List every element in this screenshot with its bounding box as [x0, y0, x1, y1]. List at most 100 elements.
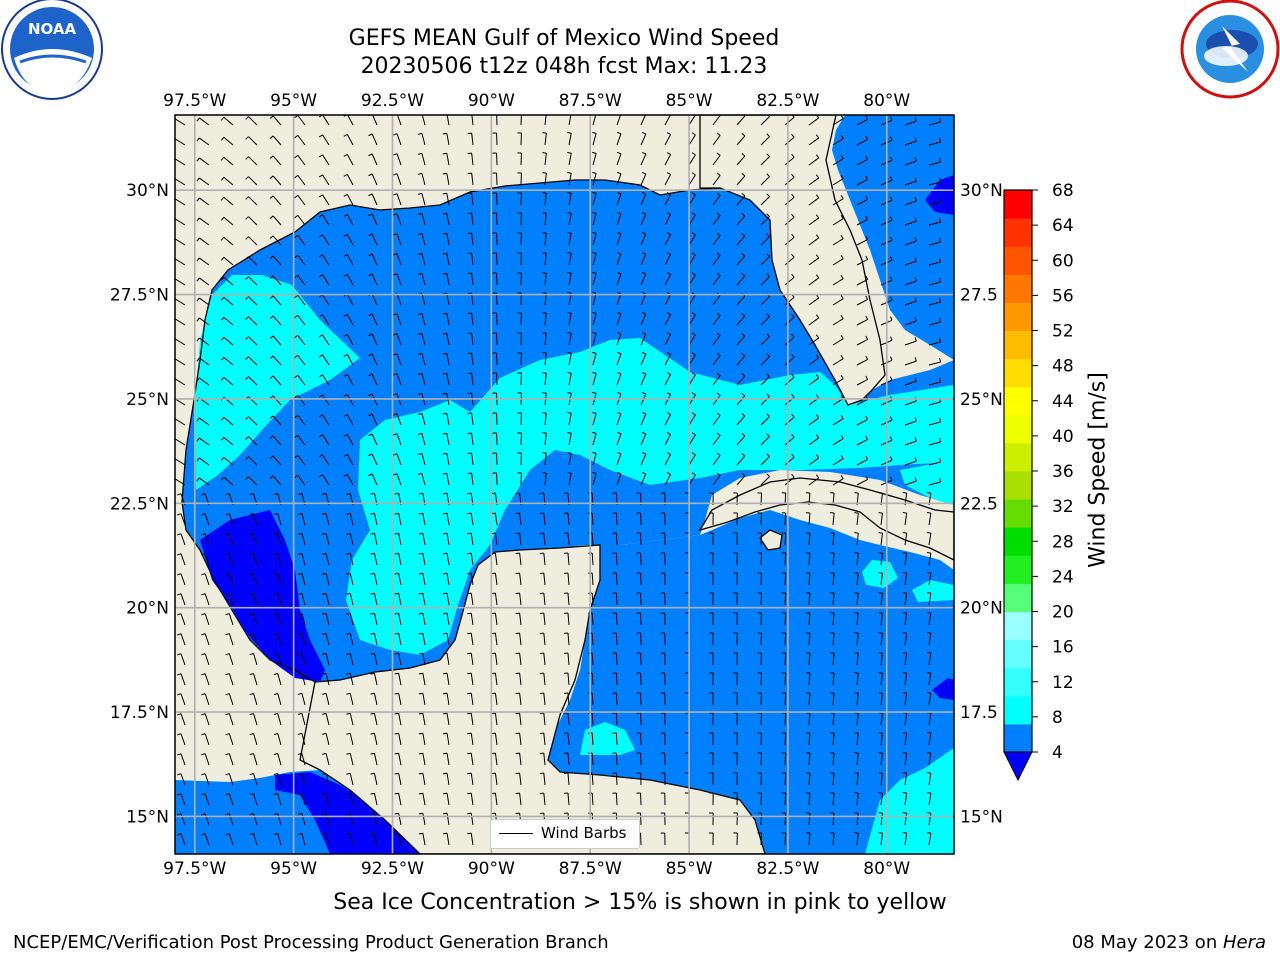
wind-barb-flag [467, 552, 472, 555]
wind-barb-staff [349, 793, 354, 806]
wind-barb-staff [373, 613, 378, 626]
lon-label-top: 95°W [270, 91, 317, 111]
colorbar-segment [1004, 583, 1032, 612]
wind-barb-staff [688, 115, 696, 126]
wind-barb-staff [446, 473, 450, 486]
wind-barb-flag [567, 231, 572, 234]
wind-barb-flag [878, 512, 883, 514]
wind-barb-flag [220, 196, 225, 201]
wind-barb-staff [808, 197, 819, 206]
wind-barb-staff [346, 354, 354, 366]
wind-barb-staff [297, 115, 306, 126]
wind-barb-staff [446, 593, 450, 606]
wind-barb-staff [180, 653, 186, 666]
wind-barb-staff [808, 572, 811, 586]
wind-barb-flag [939, 177, 942, 183]
wind-barb-flag [294, 314, 299, 319]
wind-barb-flag [641, 171, 647, 175]
wind-barb-staff [592, 453, 597, 466]
wind-barb-flag [418, 552, 423, 555]
wind-barb-staff [904, 140, 917, 146]
wind-barb-staff [567, 633, 570, 646]
wind-barb-flag [394, 832, 399, 835]
wind-barb-flag [346, 632, 351, 635]
wind-barb-flag [617, 331, 622, 335]
wind-barb-staff [928, 753, 932, 766]
wind-barb-flag [691, 472, 696, 476]
wind-barb-staff [592, 333, 597, 346]
wind-barb-flag [418, 572, 423, 575]
wind-barb-flag [249, 813, 254, 816]
wind-barb-flag [269, 415, 274, 419]
wind-barb-staff [204, 713, 210, 726]
wind-barb-flag [914, 237, 917, 242]
wind-barb-staff [832, 338, 844, 346]
wind-barb-staff [736, 475, 746, 486]
wind-barb-flag [617, 431, 622, 435]
wind-barb-flag [245, 196, 249, 200]
wind-barb-staff [544, 173, 547, 186]
wind-barb-flag [567, 171, 572, 174]
wind-barb-staff [398, 673, 402, 686]
wind-barb-staff [616, 313, 622, 326]
wind-barb-staff [543, 593, 546, 606]
wind-band-central [346, 338, 954, 655]
wind-barb-flag [641, 391, 647, 395]
wind-barb-staff [856, 573, 859, 586]
wind-barb-flag [318, 214, 323, 218]
wind-barb-flag [567, 311, 572, 314]
wind-barb-flag [617, 311, 622, 315]
wind-barb-staff [446, 273, 450, 286]
wind-barb-flag [346, 492, 351, 495]
wind-barb-staff [373, 813, 378, 826]
wind-barb-staff [349, 713, 354, 726]
wind-barb-flag [225, 573, 230, 576]
wind-barb-staff [928, 261, 941, 266]
wind-barb-staff [832, 613, 835, 626]
wind-barb-flag [220, 296, 225, 301]
wind-barb-flag [394, 592, 399, 595]
wind-barb-staff [199, 477, 210, 486]
wind-barb-flag [394, 532, 399, 535]
wind-barb-flag [322, 772, 327, 775]
wind-barb-flag [225, 833, 230, 836]
wind-barb-staff [228, 753, 234, 766]
wind-barb-flag [294, 334, 299, 339]
wind-barb-staff [880, 733, 883, 746]
wind-barb-flag [177, 713, 182, 716]
wind-barb-flag [318, 274, 323, 278]
wind-barb-flag [245, 176, 249, 180]
wind-barb-flag [418, 592, 423, 595]
wind-barb-flag [865, 115, 869, 120]
wind-barb-staff [808, 792, 811, 806]
wind-barb-flag [815, 374, 820, 379]
wind-barb-staff [297, 335, 306, 346]
wind-barb-staff [880, 573, 883, 586]
wind-barb-staff [346, 154, 354, 166]
wind-barb-staff [471, 333, 474, 346]
wind-barb-flag [890, 236, 893, 241]
wind-barb-staff [373, 773, 378, 786]
wind-barb-staff [808, 552, 811, 566]
wind-barb-flag [667, 113, 671, 115]
wind-barb-flag [791, 133, 795, 138]
wind-barb-staff [592, 293, 597, 306]
wind-barb-flag [220, 356, 225, 361]
wind-barb-staff [228, 633, 234, 646]
wind-barb-staff [904, 440, 917, 446]
wind-barb-staff [616, 153, 622, 166]
wind-barb-flag [902, 692, 907, 694]
wind-barb-flag [926, 612, 931, 614]
wind-barb-staff [928, 513, 932, 526]
wind-barb-staff [470, 633, 474, 646]
wind-barb-staff [808, 772, 811, 786]
wind-barb-flag [865, 415, 869, 420]
colorbar-segment [1004, 723, 1032, 753]
wind-barb-staff [248, 256, 258, 266]
wind-barb-staff [591, 612, 594, 626]
wind-barb-flag [766, 173, 770, 177]
wind-barb-staff [904, 240, 917, 246]
wind-barb-staff [832, 118, 844, 126]
wind-barb-staff [760, 116, 770, 126]
wind-barb-flag [370, 572, 375, 575]
